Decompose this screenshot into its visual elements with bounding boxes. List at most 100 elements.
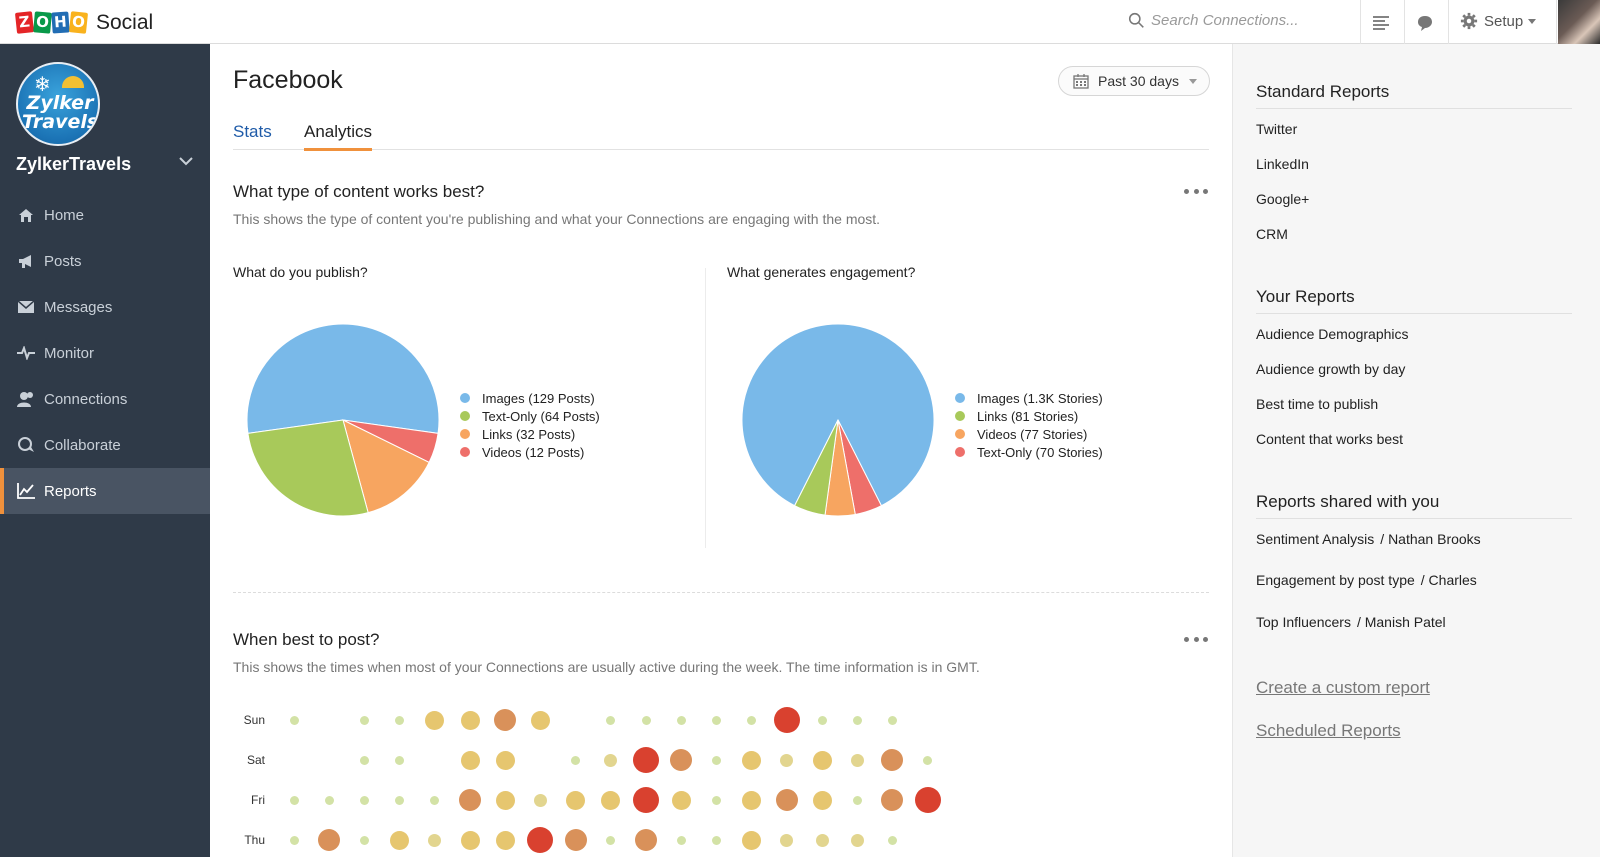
- report-link-crm[interactable]: CRM: [1256, 226, 1288, 242]
- heatmap-bubble[interactable]: [881, 749, 904, 771]
- heatmap-bubble[interactable]: [850, 753, 864, 767]
- heatmap-bubble[interactable]: [359, 755, 369, 765]
- pie-slice[interactable]: [793, 419, 839, 516]
- chevron-down-icon[interactable]: [178, 156, 194, 166]
- legend-item[interactable]: Images (129 Posts): [460, 389, 600, 407]
- heatmap-bubble[interactable]: [747, 715, 757, 725]
- heatmap-bubble[interactable]: [742, 790, 762, 810]
- legend-item[interactable]: Links (81 Stories): [955, 407, 1103, 425]
- heatmap-bubble[interactable]: [711, 795, 721, 805]
- chat-bubble-icon[interactable]: [1414, 12, 1436, 34]
- menu-lines-icon[interactable]: [1370, 12, 1392, 34]
- report-link-linkedin[interactable]: LinkedIn: [1256, 156, 1309, 172]
- heatmap-bubble[interactable]: [635, 829, 657, 851]
- user-avatar[interactable]: [1558, 0, 1600, 44]
- heatmap-bubble[interactable]: [923, 755, 933, 765]
- more-options-icon[interactable]: [1184, 637, 1208, 645]
- heatmap-bubble[interactable]: [564, 829, 587, 851]
- report-link-twitter[interactable]: Twitter: [1256, 121, 1298, 137]
- report-link-best-time[interactable]: Best time to publish: [1256, 396, 1379, 412]
- heatmap-bubble[interactable]: [459, 789, 481, 811]
- pie-slice[interactable]: [247, 419, 369, 517]
- heatmap-bubble[interactable]: [887, 835, 897, 845]
- heatmap-bubble[interactable]: [742, 750, 762, 770]
- sidebar-item-messages[interactable]: Messages: [0, 284, 210, 330]
- heatmap-bubble[interactable]: [914, 787, 941, 813]
- heatmap-bubble[interactable]: [571, 755, 581, 765]
- heatmap-bubble[interactable]: [324, 795, 334, 805]
- heatmap-bubble[interactable]: [430, 795, 440, 805]
- brand-logo[interactable]: ❄ Zylker Travels: [16, 62, 100, 146]
- heatmap-bubble[interactable]: [780, 753, 794, 767]
- sidebar-item-connections[interactable]: Connections: [0, 376, 210, 422]
- shared-report-sentiment[interactable]: Sentiment Analysis / Nathan Brooks: [1256, 531, 1481, 547]
- heatmap-bubble[interactable]: [633, 747, 659, 773]
- report-link-audience-growth[interactable]: Audience growth by day: [1256, 361, 1406, 377]
- report-link-content-works-best[interactable]: Content that works best: [1256, 431, 1404, 447]
- tab-stats[interactable]: Stats: [233, 122, 272, 141]
- shared-report-engagement[interactable]: Engagement by post type / Charles: [1256, 572, 1477, 588]
- legend-item[interactable]: Videos (77 Stories): [955, 425, 1103, 443]
- date-range-dropdown[interactable]: Past 30 days: [1058, 66, 1210, 96]
- heatmap-bubble[interactable]: [527, 827, 554, 853]
- heatmap-bubble[interactable]: [604, 753, 618, 767]
- heatmap-bubble[interactable]: [711, 715, 721, 725]
- heatmap-bubble[interactable]: [852, 715, 862, 725]
- heatmap-bubble[interactable]: [318, 829, 341, 851]
- search-input[interactable]: [1151, 12, 1341, 29]
- heatmap-bubble[interactable]: [815, 833, 829, 847]
- heatmap-bubble[interactable]: [850, 833, 864, 847]
- heatmap-bubble[interactable]: [289, 795, 299, 805]
- pie-slice[interactable]: [246, 323, 440, 434]
- heatmap-bubble[interactable]: [601, 790, 621, 810]
- sidebar-item-posts[interactable]: Posts: [0, 238, 210, 284]
- shared-report-influencers[interactable]: Top Influencers / Manish Patel: [1256, 614, 1446, 630]
- setup-menu[interactable]: Setup: [1460, 12, 1537, 30]
- tab-analytics[interactable]: Analytics: [304, 122, 373, 151]
- heatmap-bubble[interactable]: [425, 710, 445, 730]
- heatmap-bubble[interactable]: [289, 715, 299, 725]
- sidebar-item-monitor[interactable]: Monitor: [0, 330, 210, 376]
- brand-name[interactable]: ZylkerTravels: [16, 154, 132, 174]
- heatmap-bubble[interactable]: [881, 789, 904, 811]
- create-custom-report-link[interactable]: Create a custom report: [1256, 678, 1430, 697]
- heatmap-bubble[interactable]: [671, 790, 691, 810]
- pie-slice[interactable]: [342, 419, 430, 514]
- heatmap-bubble[interactable]: [359, 715, 369, 725]
- heatmap-bubble[interactable]: [359, 795, 369, 805]
- heatmap-bubble[interactable]: [359, 835, 369, 845]
- legend-item[interactable]: Videos (12 Posts): [460, 443, 600, 461]
- heatmap-bubble[interactable]: [676, 835, 686, 845]
- pie-slice[interactable]: [741, 323, 935, 507]
- heatmap-bubble[interactable]: [852, 795, 862, 805]
- heatmap-bubble[interactable]: [530, 710, 550, 730]
- heatmap-bubble[interactable]: [395, 795, 405, 805]
- heatmap-bubble[interactable]: [460, 710, 480, 730]
- heatmap-bubble[interactable]: [606, 715, 616, 725]
- heatmap-bubble[interactable]: [495, 830, 515, 850]
- heatmap-bubble[interactable]: [494, 709, 517, 731]
- heatmap-bubble[interactable]: [812, 750, 832, 770]
- heatmap-bubble[interactable]: [566, 790, 586, 810]
- sidebar-item-home[interactable]: Home: [0, 192, 210, 238]
- legend-item[interactable]: Links (32 Posts): [460, 425, 600, 443]
- heatmap-bubble[interactable]: [289, 835, 299, 845]
- heatmap-bubble[interactable]: [460, 830, 480, 850]
- heatmap-bubble[interactable]: [390, 830, 410, 850]
- heatmap-bubble[interactable]: [817, 715, 827, 725]
- legend-item[interactable]: Text-Only (64 Posts): [460, 407, 600, 425]
- heatmap-bubble[interactable]: [670, 749, 693, 771]
- heatmap-bubble[interactable]: [711, 835, 721, 845]
- report-link-googleplus[interactable]: Google+: [1256, 191, 1310, 207]
- sidebar-item-reports[interactable]: Reports: [0, 468, 210, 514]
- heatmap-bubble[interactable]: [676, 715, 686, 725]
- sidebar-item-collaborate[interactable]: Collaborate: [0, 422, 210, 468]
- heatmap-bubble[interactable]: [428, 833, 442, 847]
- more-options-icon[interactable]: [1184, 189, 1208, 197]
- report-link-audience-demographics[interactable]: Audience Demographics: [1256, 326, 1409, 342]
- heatmap-bubble[interactable]: [887, 715, 897, 725]
- heatmap-bubble[interactable]: [533, 793, 547, 807]
- heatmap-bubble[interactable]: [495, 750, 515, 770]
- heatmap-bubble[interactable]: [812, 790, 832, 810]
- legend-item[interactable]: Images (1.3K Stories): [955, 389, 1103, 407]
